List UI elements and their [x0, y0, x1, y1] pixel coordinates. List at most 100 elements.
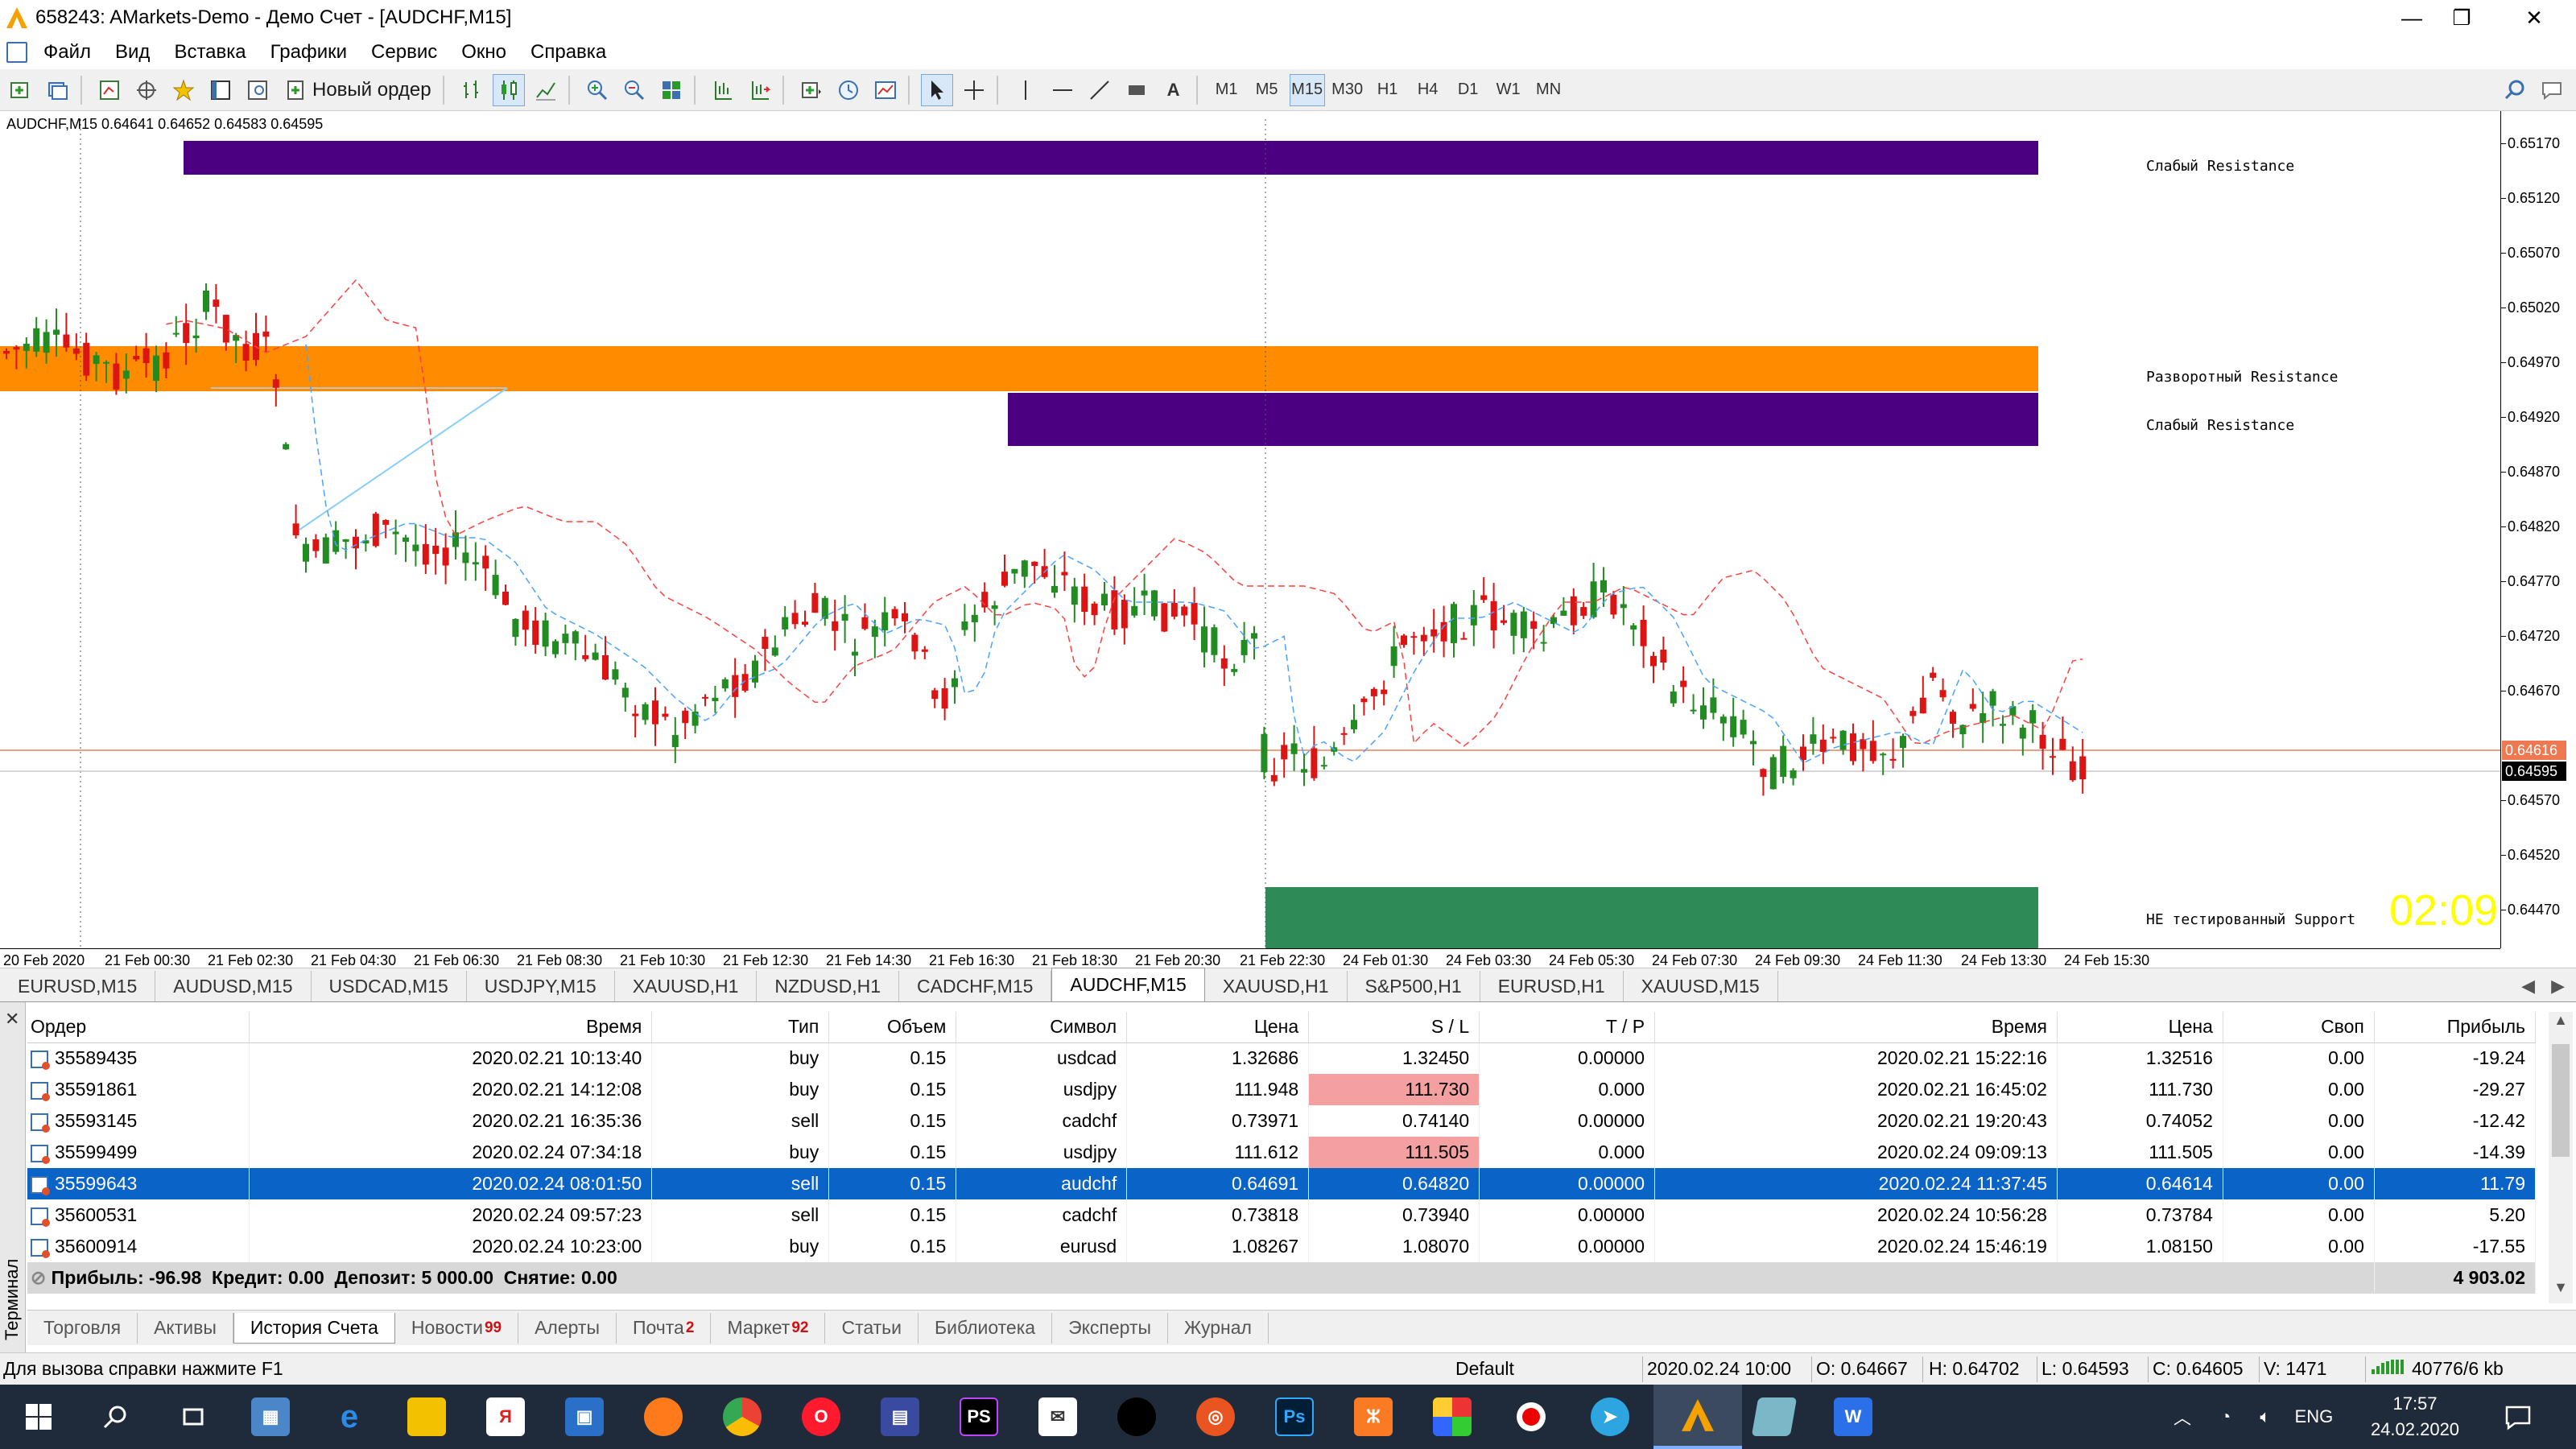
- trendline-icon[interactable]: [1084, 74, 1116, 106]
- profile-name[interactable]: Default: [1455, 1358, 1514, 1379]
- terminal-tab[interactable]: Библиотека: [919, 1312, 1053, 1344]
- timeframe-m5[interactable]: M5: [1255, 80, 1278, 98]
- table-row[interactable]: 35599499 2020.02.24 07:34:18 buy 0.15 usdjpy…: [27, 1137, 2537, 1168]
- terminal-tab[interactable]: Журнал: [1168, 1312, 1269, 1344]
- firefox-icon[interactable]: [644, 1397, 683, 1436]
- column-header-tp[interactable]: T / P: [1479, 1012, 1656, 1043]
- templates-icon[interactable]: [869, 74, 902, 106]
- mail-icon[interactable]: ✉: [1038, 1397, 1077, 1436]
- candlestick-icon[interactable]: [492, 73, 525, 106]
- terminal-tab[interactable]: Почта 2: [617, 1312, 712, 1344]
- candlestick-chart[interactable]: [0, 111, 2500, 948]
- text-tool-icon[interactable]: A: [1166, 79, 1180, 100]
- table-row[interactable]: 35591861 2020.02.21 14:12:08 buy 0.15 usdjpy…: [27, 1074, 2537, 1105]
- table-row[interactable]: 35599643 2020.02.24 08:01:50 sell 0.15 audch…: [27, 1168, 2537, 1199]
- horizontal-line-icon[interactable]: [1046, 74, 1079, 106]
- table-row[interactable]: 35593145 2020.02.21 16:35:36 sell 0.15 cadch…: [27, 1105, 2537, 1137]
- menu-charts[interactable]: Графики: [270, 41, 348, 63]
- data-window-icon[interactable]: [130, 74, 163, 106]
- timeframe-m15[interactable]: M15: [1289, 73, 1325, 106]
- timeframe-m30[interactable]: M30: [1331, 80, 1364, 98]
- xampp-icon[interactable]: ⵣ: [1354, 1397, 1393, 1436]
- column-header-sl[interactable]: S / L: [1308, 1012, 1480, 1043]
- chart-window-icon[interactable]: [6, 42, 27, 63]
- navigator-icon[interactable]: [167, 74, 200, 106]
- column-header-close-time[interactable]: Время: [1654, 1012, 2058, 1043]
- line-chart-icon[interactable]: [530, 74, 562, 106]
- terminal-tab[interactable]: Маркет 92: [711, 1312, 826, 1344]
- floppy-icon[interactable]: ▤: [881, 1397, 919, 1436]
- periods-icon[interactable]: [832, 74, 865, 106]
- timeframe-h4[interactable]: H4: [1417, 80, 1439, 98]
- minimize-button[interactable]: —: [2401, 5, 2422, 30]
- zoom-out-icon[interactable]: [618, 74, 650, 106]
- notifications-icon[interactable]: [2504, 1385, 2533, 1449]
- calculator-icon[interactable]: ▦: [251, 1397, 290, 1436]
- timeframe-h1[interactable]: H1: [1377, 80, 1398, 98]
- tab-scroll-right-icon[interactable]: ▶: [2551, 976, 2565, 996]
- cursor-icon[interactable]: [920, 73, 953, 106]
- tile-windows-icon[interactable]: [655, 74, 687, 106]
- terminal-close-icon[interactable]: ✕: [5, 1009, 20, 1029]
- tray-chevron-icon[interactable]: ︿: [2174, 1408, 2192, 1428]
- menu-insert[interactable]: Вставка: [174, 41, 246, 63]
- terminal-tab[interactable]: История Счета: [233, 1312, 395, 1344]
- notes-icon[interactable]: [1751, 1397, 1798, 1436]
- chart-tab[interactable]: EURUSD,M15: [0, 971, 156, 1001]
- rectangle-tool-icon[interactable]: [1121, 74, 1153, 106]
- crosshair-icon[interactable]: [958, 74, 990, 106]
- terminal-tab[interactable]: Алерты: [518, 1312, 617, 1344]
- store-icon[interactable]: ▣: [565, 1397, 604, 1436]
- terminal-tab[interactable]: Статьи: [825, 1312, 919, 1344]
- timeframe-w1[interactable]: W1: [1496, 80, 1521, 98]
- chart-tab[interactable]: CADCHF,M15: [899, 971, 1052, 1001]
- auto-scroll-icon[interactable]: [707, 74, 739, 106]
- timeframe-d1[interactable]: D1: [1457, 80, 1479, 98]
- strategy-tester-icon[interactable]: [242, 74, 274, 106]
- column-header-open-time[interactable]: Время: [249, 1012, 653, 1043]
- table-row[interactable]: 35589435 2020.02.21 10:13:40 buy 0.15 usdcad…: [27, 1042, 2537, 1074]
- column-header-open-price[interactable]: Цена: [1126, 1012, 1310, 1043]
- yandex-icon[interactable]: Я: [486, 1397, 525, 1436]
- maximize-button[interactable]: ❐: [2452, 5, 2471, 30]
- indicators-icon[interactable]: [795, 74, 828, 106]
- menu-file[interactable]: Файл: [43, 41, 92, 63]
- menu-help[interactable]: Справка: [530, 41, 607, 63]
- explorer-icon[interactable]: [407, 1397, 446, 1436]
- chart-tab[interactable]: XAUUSD,H1: [615, 971, 758, 1001]
- terminal-icon[interactable]: [204, 74, 237, 106]
- terminal-tab[interactable]: Эксперты: [1052, 1312, 1169, 1344]
- terminal-tab[interactable]: Торговля: [27, 1312, 138, 1344]
- phpstorm-icon[interactable]: PS: [960, 1397, 998, 1436]
- price-axis[interactable]: 0.65170 0.65120 0.65070 0.65020 0.64970 …: [2500, 111, 2576, 948]
- amarkets-icon[interactable]: [1653, 1385, 1742, 1449]
- table-row[interactable]: 35600531 2020.02.24 09:57:23 sell 0.15 cadch…: [27, 1199, 2537, 1231]
- new-order-button[interactable]: Новый ордер: [279, 74, 436, 106]
- task-view-icon[interactable]: [174, 1397, 213, 1436]
- column-header-close-price[interactable]: Цена: [2057, 1012, 2223, 1043]
- time-axis[interactable]: 20 Feb 2020 21 Feb 00:30 21 Feb 02:30 21…: [0, 948, 2500, 968]
- volume-icon[interactable]: 🔈︎: [2260, 1406, 2271, 1426]
- new-chart-icon[interactable]: [5, 74, 37, 106]
- price-chart[interactable]: AUDCHF,M15 0.64641 0.64652 0.64583 0.645…: [0, 111, 2576, 968]
- chat-icon[interactable]: [2536, 74, 2568, 106]
- wps-icon[interactable]: W: [1834, 1397, 1872, 1436]
- language-indicator[interactable]: ENG: [2294, 1406, 2334, 1426]
- column-header-swap[interactable]: Своп: [2223, 1012, 2375, 1043]
- column-header-profit[interactable]: Прибыль: [2374, 1012, 2537, 1043]
- timeframe-m1[interactable]: M1: [1215, 80, 1238, 98]
- column-header-type[interactable]: Тип: [651, 1012, 830, 1043]
- recorder-icon[interactable]: [1512, 1397, 1550, 1436]
- profiles-icon[interactable]: [42, 74, 74, 106]
- menu-view[interactable]: Вид: [115, 41, 151, 63]
- chart-tab[interactable]: AUDUSD,M15: [155, 971, 312, 1001]
- scrollbar-thumb[interactable]: [2552, 1044, 2570, 1157]
- menu-tools[interactable]: Сервис: [371, 41, 438, 63]
- column-header-symbol[interactable]: Символ: [956, 1012, 1128, 1043]
- chart-tab[interactable]: NZDUSD,H1: [757, 971, 899, 1001]
- market-watch-icon[interactable]: [93, 74, 126, 106]
- taskbar-clock[interactable]: 17:57 24.02.2020: [2367, 1391, 2463, 1443]
- close-button[interactable]: ✕: [2525, 5, 2543, 30]
- chart-tab[interactable]: XAUUSD,M15: [1624, 971, 1778, 1001]
- search-icon[interactable]: [2499, 74, 2531, 106]
